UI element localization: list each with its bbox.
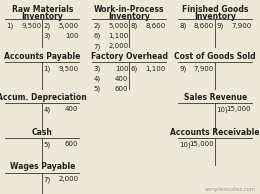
Text: 600: 600 — [115, 86, 128, 92]
Text: 400: 400 — [65, 106, 78, 112]
Text: Inventory: Inventory — [21, 12, 63, 21]
Text: Accum. Depreciation: Accum. Depreciation — [0, 93, 87, 102]
Text: 2,000: 2,000 — [58, 176, 78, 182]
Text: 3): 3) — [93, 66, 101, 72]
Text: Cost of Goods Sold: Cost of Goods Sold — [174, 52, 256, 61]
Text: 2): 2) — [43, 23, 50, 29]
Text: 9): 9) — [216, 23, 223, 29]
Text: 6): 6) — [93, 33, 101, 40]
Text: Accounts Receivable: Accounts Receivable — [170, 128, 260, 137]
Text: Inventory: Inventory — [194, 12, 236, 21]
Text: 9): 9) — [179, 66, 186, 72]
Text: 8): 8) — [179, 23, 186, 29]
Text: 2,000: 2,000 — [108, 43, 128, 49]
Text: 1,100: 1,100 — [108, 33, 128, 39]
Text: Accounts Payable: Accounts Payable — [4, 52, 80, 61]
Text: 2): 2) — [93, 23, 100, 29]
Text: Work-in-Process: Work-in-Process — [94, 5, 165, 14]
Text: 3): 3) — [43, 33, 50, 40]
Text: 9,500: 9,500 — [21, 23, 41, 29]
Text: 10): 10) — [216, 106, 228, 113]
Text: 7,900: 7,900 — [194, 66, 214, 72]
Text: 400: 400 — [115, 76, 128, 82]
Text: 15,000: 15,000 — [190, 141, 214, 147]
Text: Wages Payable: Wages Payable — [10, 163, 75, 171]
Text: Cash: Cash — [32, 128, 53, 137]
Text: 7): 7) — [43, 176, 50, 183]
Text: 100: 100 — [65, 33, 78, 39]
Text: 5,000: 5,000 — [58, 23, 78, 29]
Text: Inventory: Inventory — [108, 12, 150, 21]
Text: Finished Goods: Finished Goods — [182, 5, 248, 14]
Text: 7): 7) — [93, 43, 101, 50]
Text: 7,900: 7,900 — [231, 23, 251, 29]
Text: 8,600: 8,600 — [194, 23, 214, 29]
Text: Sales Revenue: Sales Revenue — [184, 93, 247, 102]
Text: 4): 4) — [43, 106, 50, 113]
Text: 9,500: 9,500 — [58, 66, 78, 72]
Text: 10): 10) — [179, 141, 191, 148]
Text: 1): 1) — [6, 23, 14, 29]
Text: 8): 8) — [130, 23, 138, 29]
Text: Factory Overhead: Factory Overhead — [91, 52, 168, 61]
Text: 15,000: 15,000 — [226, 106, 251, 112]
Text: 5,000: 5,000 — [108, 23, 128, 29]
Text: Raw Materials: Raw Materials — [11, 5, 73, 14]
Text: 1,100: 1,100 — [145, 66, 165, 72]
Text: 4): 4) — [93, 76, 100, 82]
Text: 5): 5) — [43, 141, 50, 148]
Text: 5): 5) — [93, 86, 100, 92]
Text: 100: 100 — [115, 66, 128, 72]
Text: samplestudies.com: samplestudies.com — [205, 187, 256, 192]
Text: 6): 6) — [130, 66, 138, 72]
Text: 8,600: 8,600 — [145, 23, 165, 29]
Text: 1): 1) — [43, 66, 50, 72]
Text: 600: 600 — [65, 141, 78, 147]
